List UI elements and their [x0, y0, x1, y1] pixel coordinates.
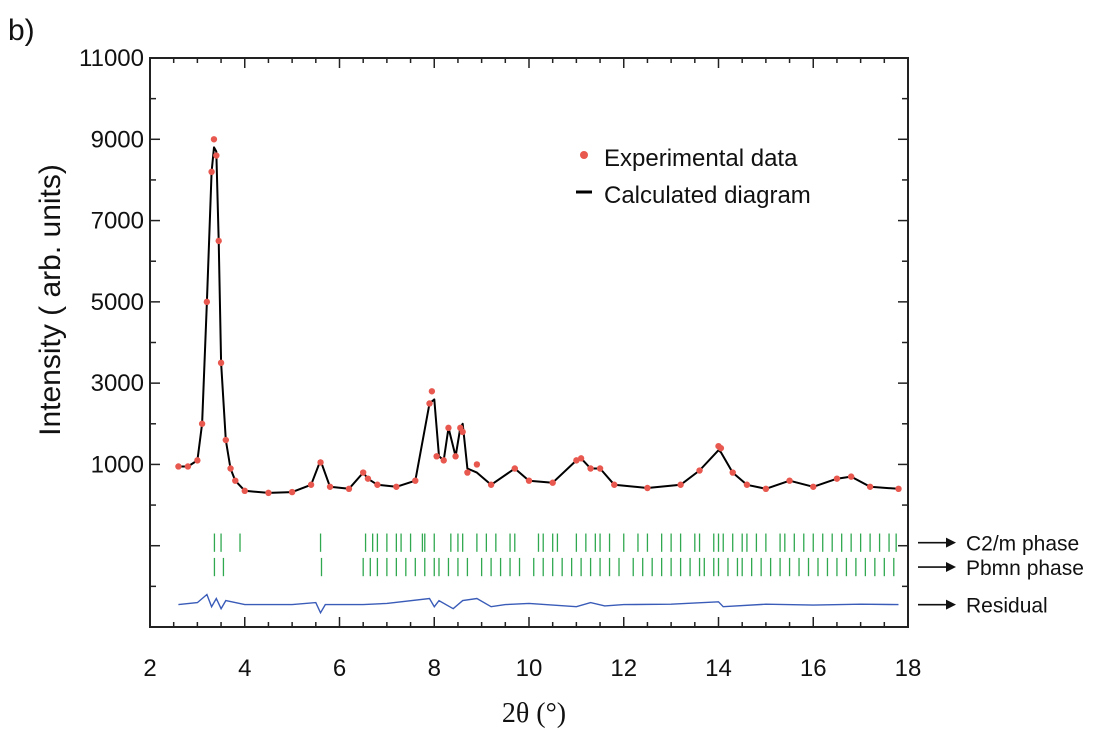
experimental-point: [426, 400, 433, 407]
experimental-point: [596, 465, 604, 472]
arrow-right-icon: [946, 537, 956, 548]
calculated-line: [178, 146, 899, 494]
experimental-point: [374, 481, 381, 488]
experimental-point: [440, 457, 447, 464]
experimental-point: [577, 455, 585, 462]
experimental-point: [810, 483, 817, 490]
experimental-point: [587, 465, 594, 472]
experimental-point: [232, 477, 239, 484]
y-tick-label: 3000: [91, 370, 144, 397]
experimental-point: [611, 481, 618, 488]
experimental-point: [222, 436, 229, 444]
experimental-point: [762, 485, 770, 493]
y-tick-label: 9000: [91, 126, 144, 153]
experimental-point: [359, 469, 367, 476]
y-axis-label: Intensity ( arb. units): [34, 164, 67, 436]
experimental-point: [445, 424, 452, 432]
experimental-point: [198, 420, 206, 427]
experimental-point: [459, 428, 466, 436]
experimental-point: [217, 359, 225, 367]
legend: Experimental data Calculated diagram: [576, 145, 811, 209]
experimental-point: [227, 465, 234, 472]
experimental-point: [464, 469, 471, 476]
experimental-point: [473, 461, 481, 468]
legend-label-experimental: Experimental data: [604, 145, 798, 172]
experimental-point: [307, 481, 315, 488]
experimental-point: [428, 388, 436, 395]
experimental-point: [833, 475, 841, 482]
x-tick-label: 8: [428, 655, 441, 682]
experimental-series: [175, 136, 902, 497]
experimental-point: [452, 453, 459, 460]
experimental-point: [696, 467, 703, 474]
y-tick-label: 11000: [79, 45, 144, 72]
experimental-point: [487, 481, 495, 488]
experimental-point: [717, 444, 725, 452]
experimental-point: [511, 465, 518, 472]
y-tick-label: 1000: [91, 451, 144, 478]
experimental-point: [203, 298, 211, 306]
x-tick-label: 4: [238, 655, 251, 682]
x-axis-label: 2θ (°): [502, 698, 566, 729]
x-tick-label: 10: [516, 655, 543, 682]
experimental-point: [184, 463, 192, 470]
calculated-series: [178, 146, 899, 494]
experimental-point: [786, 477, 793, 484]
legend-label-calculated: Calculated diagram: [604, 182, 811, 209]
experimental-point: [210, 136, 218, 143]
experimental-point: [847, 473, 855, 480]
annotation-label: Residual: [966, 595, 1048, 618]
arrow-right-icon: [946, 562, 956, 573]
experimental-point: [194, 457, 201, 464]
experimental-point: [743, 481, 751, 488]
arrow-right-icon: [946, 599, 956, 610]
experimental-point: [433, 453, 440, 460]
experimental-point: [644, 484, 651, 492]
x-tick-label: 12: [610, 655, 637, 682]
x-tick-label: 18: [895, 655, 922, 682]
experimental-point: [326, 483, 334, 490]
experimental-point: [288, 488, 296, 496]
residual-series: [178, 593, 899, 615]
experimental-point: [525, 477, 533, 484]
experimental-point: [364, 475, 372, 482]
experimental-point: [412, 477, 419, 484]
experimental-point: [317, 459, 324, 466]
experimental-point: [393, 483, 400, 490]
phase-reflections: [213, 533, 897, 577]
experimental-point: [213, 152, 220, 159]
experimental-point: [549, 479, 556, 486]
y-tick-label: 5000: [91, 289, 144, 316]
panel-label: b): [8, 14, 35, 47]
residual-line: [178, 593, 899, 615]
x-axis-ticks: 2 4 6 8 10 12 14 16 18: [143, 58, 921, 682]
x-tick-label: 6: [333, 655, 346, 682]
x-tick-label: 2: [143, 655, 156, 682]
experimental-point: [729, 469, 736, 476]
experimental-point: [866, 483, 874, 490]
experimental-point: [175, 463, 182, 470]
annotation-label: Pbmn phase: [966, 557, 1084, 580]
c2m-phase-ticks: [213, 533, 897, 552]
annotation-label: C2/m phase: [966, 533, 1079, 556]
experimental-point: [677, 481, 684, 488]
legend-dot-icon: [580, 151, 588, 159]
experimental-point: [215, 237, 222, 245]
y-axis-ticks: 1000 3000 5000 7000 9000 11000: [79, 45, 908, 628]
experimental-point: [241, 487, 248, 495]
experimental-point: [265, 489, 272, 497]
experimental-point: [345, 485, 353, 493]
experimental-point: [895, 485, 902, 493]
pbmn-phase-ticks: [213, 557, 895, 577]
x-tick-label: 14: [705, 655, 732, 682]
experimental-point: [208, 168, 215, 175]
x-tick-label: 16: [800, 655, 827, 682]
y-tick-label: 7000: [91, 208, 144, 235]
